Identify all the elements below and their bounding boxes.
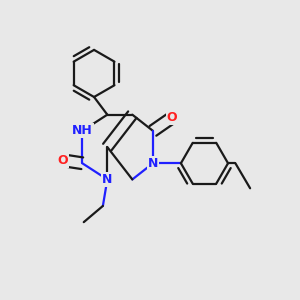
Text: N: N	[148, 157, 158, 170]
Text: NH: NH	[72, 124, 93, 137]
Text: O: O	[58, 154, 68, 167]
Text: O: O	[167, 111, 177, 124]
Text: N: N	[102, 173, 112, 186]
